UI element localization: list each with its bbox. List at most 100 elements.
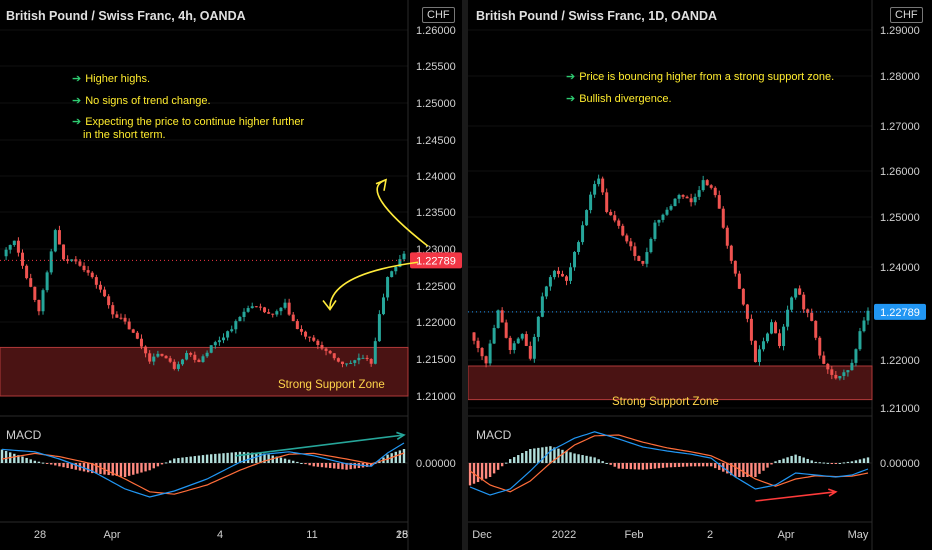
macd-histogram-bar [33,460,37,463]
candle-body [127,321,131,330]
candle-body [226,331,230,338]
candle-body [386,277,390,298]
chart-panel-1d[interactable]: 1.29000 1.28000 1.27000 1.26000 1.25000 1.240… [468,0,932,550]
candle-body [156,353,160,357]
price-tick-label: 1.25500 [416,61,456,73]
candle-body [377,314,381,342]
macd-histogram-bar [140,463,143,473]
candle-body [295,321,299,330]
macd-histogram-bar [581,455,584,463]
macd-histogram-bar [218,453,221,463]
candle-body [729,245,733,261]
macd-histogram-bar [484,463,488,479]
macd-histogram-bar [589,456,592,463]
macd-histogram-bar [353,463,356,469]
candle-body [637,256,641,261]
support-zone[interactable] [0,346,409,397]
macd-histogram-bar [246,452,250,463]
macd-histogram-bar [517,455,520,463]
candle-body [685,196,689,199]
macd-histogram-bar [132,463,135,475]
macd-histogram-bar [127,463,131,476]
candle-body [536,316,540,337]
macd-histogram-bar [742,463,745,477]
macd-histogram-bar [641,463,645,470]
candle-body [492,327,496,344]
macd-histogram-bar [565,451,568,463]
macd-histogram-bar [569,452,572,463]
candle-body [810,312,814,321]
macd-histogram-bar [561,449,564,463]
candle-body [854,349,858,363]
candle-body [585,210,589,226]
candle-body [123,317,127,322]
chart-panel-4h[interactable]: 1.26000 1.25500 1.25000 1.24500 1.24000 1.235… [0,0,462,550]
candle-body [258,306,262,308]
macd-histogram-bar [826,462,829,464]
currency-badge[interactable]: CHF [422,7,455,23]
candle-body [484,356,488,364]
macd-histogram-bar [308,463,311,466]
divergence-arrowhead [828,488,838,497]
analysis-note: ➔ Higher highs. [72,73,150,86]
candle-body [681,195,685,197]
candle-body [275,311,279,315]
forecast-down-arrow [329,261,419,310]
last-price-label: 1.22789 [416,255,456,267]
candle-body [653,222,657,239]
candle-body [560,273,564,277]
candle-body [41,290,45,312]
price-tick-label: 1.26000 [880,166,920,178]
support-zone[interactable] [468,365,873,401]
candle-body [340,361,344,365]
candle-body [131,329,135,333]
chart-canvas-4h[interactable]: 1.26000 1.25500 1.25000 1.24500 1.24000 1.235… [0,0,462,550]
macd-histogram-bar [697,463,701,467]
candle-body [838,376,842,379]
chart-canvas-1d[interactable]: 1.29000 1.28000 1.27000 1.26000 1.25000 1.240… [468,0,932,550]
macd-histogram-bar [324,463,328,468]
candle-body [353,360,357,363]
candle-body [528,345,532,359]
macd-histogram-bar [750,463,753,477]
macd-histogram-bar [152,463,155,469]
macd-histogram-bar [21,456,24,463]
candle-body [357,357,361,361]
macd-histogram-bar [160,463,164,465]
currency-badge[interactable]: CHF [890,7,923,23]
macd-histogram-bar [292,460,295,463]
candle-body [25,265,29,279]
candle-body [238,317,242,322]
time-tick-label: Apr [103,529,120,541]
macd-histogram-bar [173,458,176,463]
macd-histogram-bar [605,463,608,464]
macd-histogram-bar [181,457,184,463]
price-tick-label: 1.27000 [880,121,920,133]
price-tick-label: 1.24000 [416,171,456,183]
macd-histogram-bar [62,463,65,468]
candle-body [508,337,512,350]
macd-histogram-bar [58,463,61,467]
panel-divider[interactable] [462,0,468,550]
candle-body [33,286,37,300]
macd-histogram-bar [259,453,262,463]
candle-body [802,294,806,310]
candle-body [757,349,761,363]
candle-body [299,329,303,332]
macd-histogram-bar [685,463,689,467]
note-arrow-icon: ➔ [72,95,82,107]
candle-body [304,331,308,337]
macd-histogram-bar [99,463,102,475]
macd-histogram-bar [476,463,480,483]
candle-body [365,357,369,359]
macd-histogram-bar [838,463,842,464]
macd-histogram-bar [585,455,588,463]
macd-histogram-bar [164,462,168,464]
forecast-down-arrowhead [322,299,337,311]
candle-body [139,338,143,347]
macd-histogram-bar [597,459,600,463]
candle-body [369,358,373,364]
candle-body [540,296,544,317]
macd-histogram-bar [669,463,673,468]
candle-body [222,337,226,341]
